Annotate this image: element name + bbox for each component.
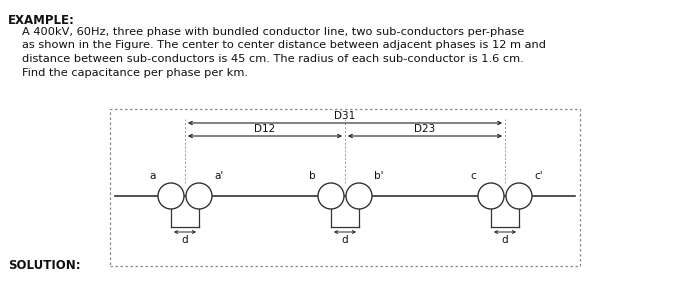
Text: c': c' <box>534 171 542 181</box>
Text: D23: D23 <box>414 124 435 134</box>
Circle shape <box>506 183 532 209</box>
Circle shape <box>158 183 184 209</box>
Text: c: c <box>470 171 476 181</box>
Circle shape <box>318 183 344 209</box>
Text: as shown in the Figure. The center to center distance between adjacent phases is: as shown in the Figure. The center to ce… <box>22 41 546 51</box>
Circle shape <box>186 183 212 209</box>
Text: d: d <box>502 235 508 245</box>
Circle shape <box>478 183 504 209</box>
Text: SOLUTION:: SOLUTION: <box>8 259 81 272</box>
Text: D31: D31 <box>335 111 356 121</box>
Text: a': a' <box>214 171 223 181</box>
Circle shape <box>346 183 372 209</box>
Text: b': b' <box>374 171 384 181</box>
Text: a: a <box>150 171 156 181</box>
Text: EXAMPLE:: EXAMPLE: <box>8 14 75 27</box>
Text: D12: D12 <box>254 124 276 134</box>
Text: d: d <box>342 235 349 245</box>
Text: b: b <box>309 171 316 181</box>
Text: d: d <box>182 235 188 245</box>
Text: A 400kV, 60Hz, three phase with bundled conductor line, two sub-conductors per-p: A 400kV, 60Hz, three phase with bundled … <box>22 27 524 37</box>
Text: distance between sub-conductors is 45 cm. The radius of each sub-conductor is 1.: distance between sub-conductors is 45 cm… <box>22 54 524 64</box>
Text: Find the capacitance per phase per km.: Find the capacitance per phase per km. <box>22 68 248 78</box>
